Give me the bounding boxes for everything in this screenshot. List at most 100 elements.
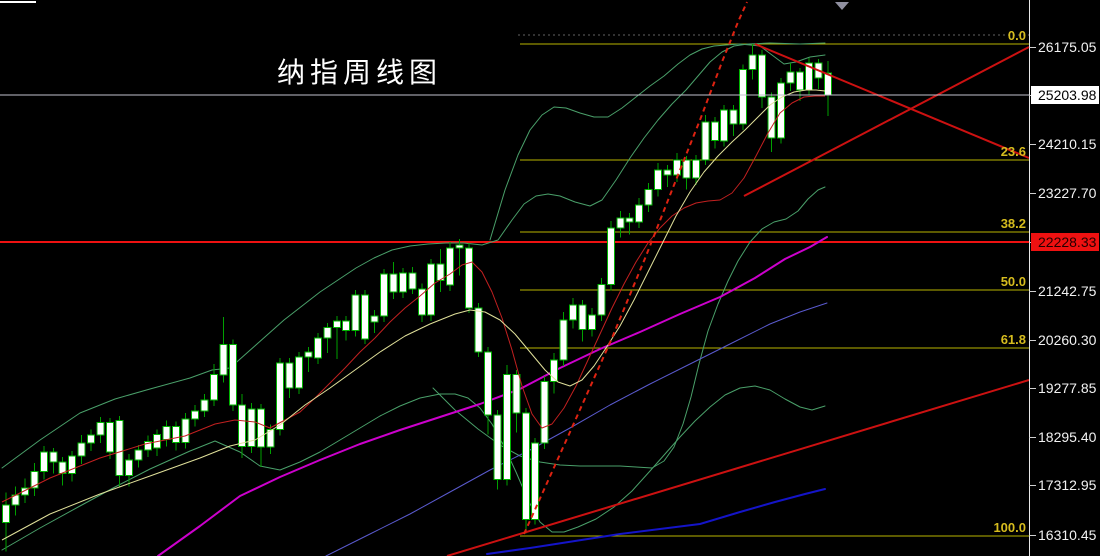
candle[interactable]: [58, 456, 67, 486]
candle[interactable]: [691, 155, 700, 185]
candle[interactable]: [380, 268, 388, 322]
candle[interactable]: [455, 239, 464, 276]
price-axis-line: [1029, 0, 1030, 556]
candle[interactable]: [436, 249, 445, 293]
candle[interactable]: [266, 424, 275, 454]
candle[interactable]: [96, 416, 105, 443]
candle[interactable]: [720, 105, 729, 147]
candle[interactable]: [654, 163, 662, 197]
candle[interactable]: [39, 446, 48, 480]
candle[interactable]: [417, 283, 426, 322]
candle[interactable]: [153, 429, 162, 456]
candle[interactable]: [361, 290, 370, 345]
candle[interactable]: [30, 462, 39, 496]
candle[interactable]: [635, 198, 644, 228]
ascending-trendline-steep[interactable]: [743, 46, 1030, 197]
candle[interactable]: [247, 402, 256, 453]
candle[interactable]: [531, 438, 540, 525]
current-price-label: 25203.98: [1031, 86, 1099, 104]
candle[interactable]: [616, 211, 625, 238]
candle[interactable]: [257, 403, 266, 467]
candle[interactable]: [540, 376, 549, 449]
candle[interactable]: [172, 421, 181, 451]
candle[interactable]: [370, 309, 379, 334]
candle[interactable]: [474, 303, 483, 357]
candle[interactable]: [493, 409, 502, 490]
candlestick-series[interactable]: [2, 44, 833, 552]
candle[interactable]: [191, 404, 199, 427]
candle[interactable]: [502, 364, 511, 486]
fib-level-label: 23.6: [1000, 144, 1026, 159]
candle[interactable]: [294, 352, 303, 394]
candle[interactable]: [304, 347, 313, 372]
candle[interactable]: [701, 115, 710, 165]
candle[interactable]: [521, 407, 530, 534]
candle[interactable]: [162, 420, 171, 447]
candle[interactable]: [228, 339, 237, 411]
candle[interactable]: [663, 165, 672, 187]
candle[interactable]: [550, 353, 559, 394]
candle[interactable]: [408, 266, 417, 295]
candle[interactable]: [134, 445, 143, 468]
candle[interactable]: [77, 435, 86, 464]
candle[interactable]: [559, 311, 568, 366]
candle[interactable]: [578, 300, 587, 342]
candle[interactable]: [219, 316, 228, 383]
candle[interactable]: [87, 429, 95, 451]
candle[interactable]: [483, 347, 492, 435]
candle[interactable]: [824, 61, 833, 116]
parabolic-dashed-line[interactable]: [523, 1, 748, 535]
candle[interactable]: [465, 243, 473, 313]
candle[interactable]: [739, 64, 748, 130]
down-arrow-marker[interactable]: [835, 2, 849, 10]
candle[interactable]: [597, 277, 606, 321]
candle[interactable]: [644, 182, 653, 212]
candle[interactable]: [105, 417, 114, 459]
candle[interactable]: [795, 68, 804, 102]
yellow-mid-ma: [1, 89, 826, 541]
candle[interactable]: [398, 267, 407, 299]
candle[interactable]: [682, 156, 691, 190]
candle[interactable]: [776, 77, 785, 144]
candle[interactable]: [625, 213, 634, 235]
candle[interactable]: [710, 117, 719, 149]
candle[interactable]: [313, 333, 322, 364]
candle[interactable]: [2, 492, 10, 552]
candle[interactable]: [351, 290, 360, 337]
candle[interactable]: [181, 412, 190, 449]
candle[interactable]: [342, 315, 351, 341]
ascending-trendline-long[interactable]: [446, 379, 1030, 556]
candle[interactable]: [606, 220, 615, 291]
candle[interactable]: [143, 435, 152, 457]
axis-price-label: 17312.95: [1038, 477, 1097, 493]
candle[interactable]: [238, 394, 247, 458]
candle[interactable]: [49, 448, 58, 474]
green-upper-channel: [489, 43, 826, 241]
candle[interactable]: [11, 486, 20, 516]
axis-price-label: 18295.40: [1038, 429, 1097, 445]
candle[interactable]: [427, 259, 436, 321]
candle[interactable]: [758, 50, 766, 109]
candle[interactable]: [209, 363, 218, 406]
candle[interactable]: [587, 308, 596, 337]
candle[interactable]: [814, 59, 823, 89]
candle[interactable]: [748, 44, 757, 80]
candle[interactable]: [332, 315, 341, 359]
candle[interactable]: [446, 242, 455, 292]
candle[interactable]: [569, 298, 577, 329]
candle[interactable]: [729, 105, 738, 136]
candle[interactable]: [512, 369, 521, 433]
candle[interactable]: [200, 394, 209, 417]
descending-trendline[interactable]: [754, 43, 1030, 159]
candle[interactable]: [68, 450, 77, 482]
candle[interactable]: [786, 63, 795, 91]
candle[interactable]: [767, 92, 776, 153]
axis-price-label: 19277.85: [1038, 380, 1097, 396]
chart-title: 纳指周线图: [277, 56, 443, 89]
candle[interactable]: [389, 261, 398, 300]
candle[interactable]: [285, 357, 294, 398]
candle[interactable]: [323, 322, 332, 353]
candle[interactable]: [124, 453, 133, 487]
